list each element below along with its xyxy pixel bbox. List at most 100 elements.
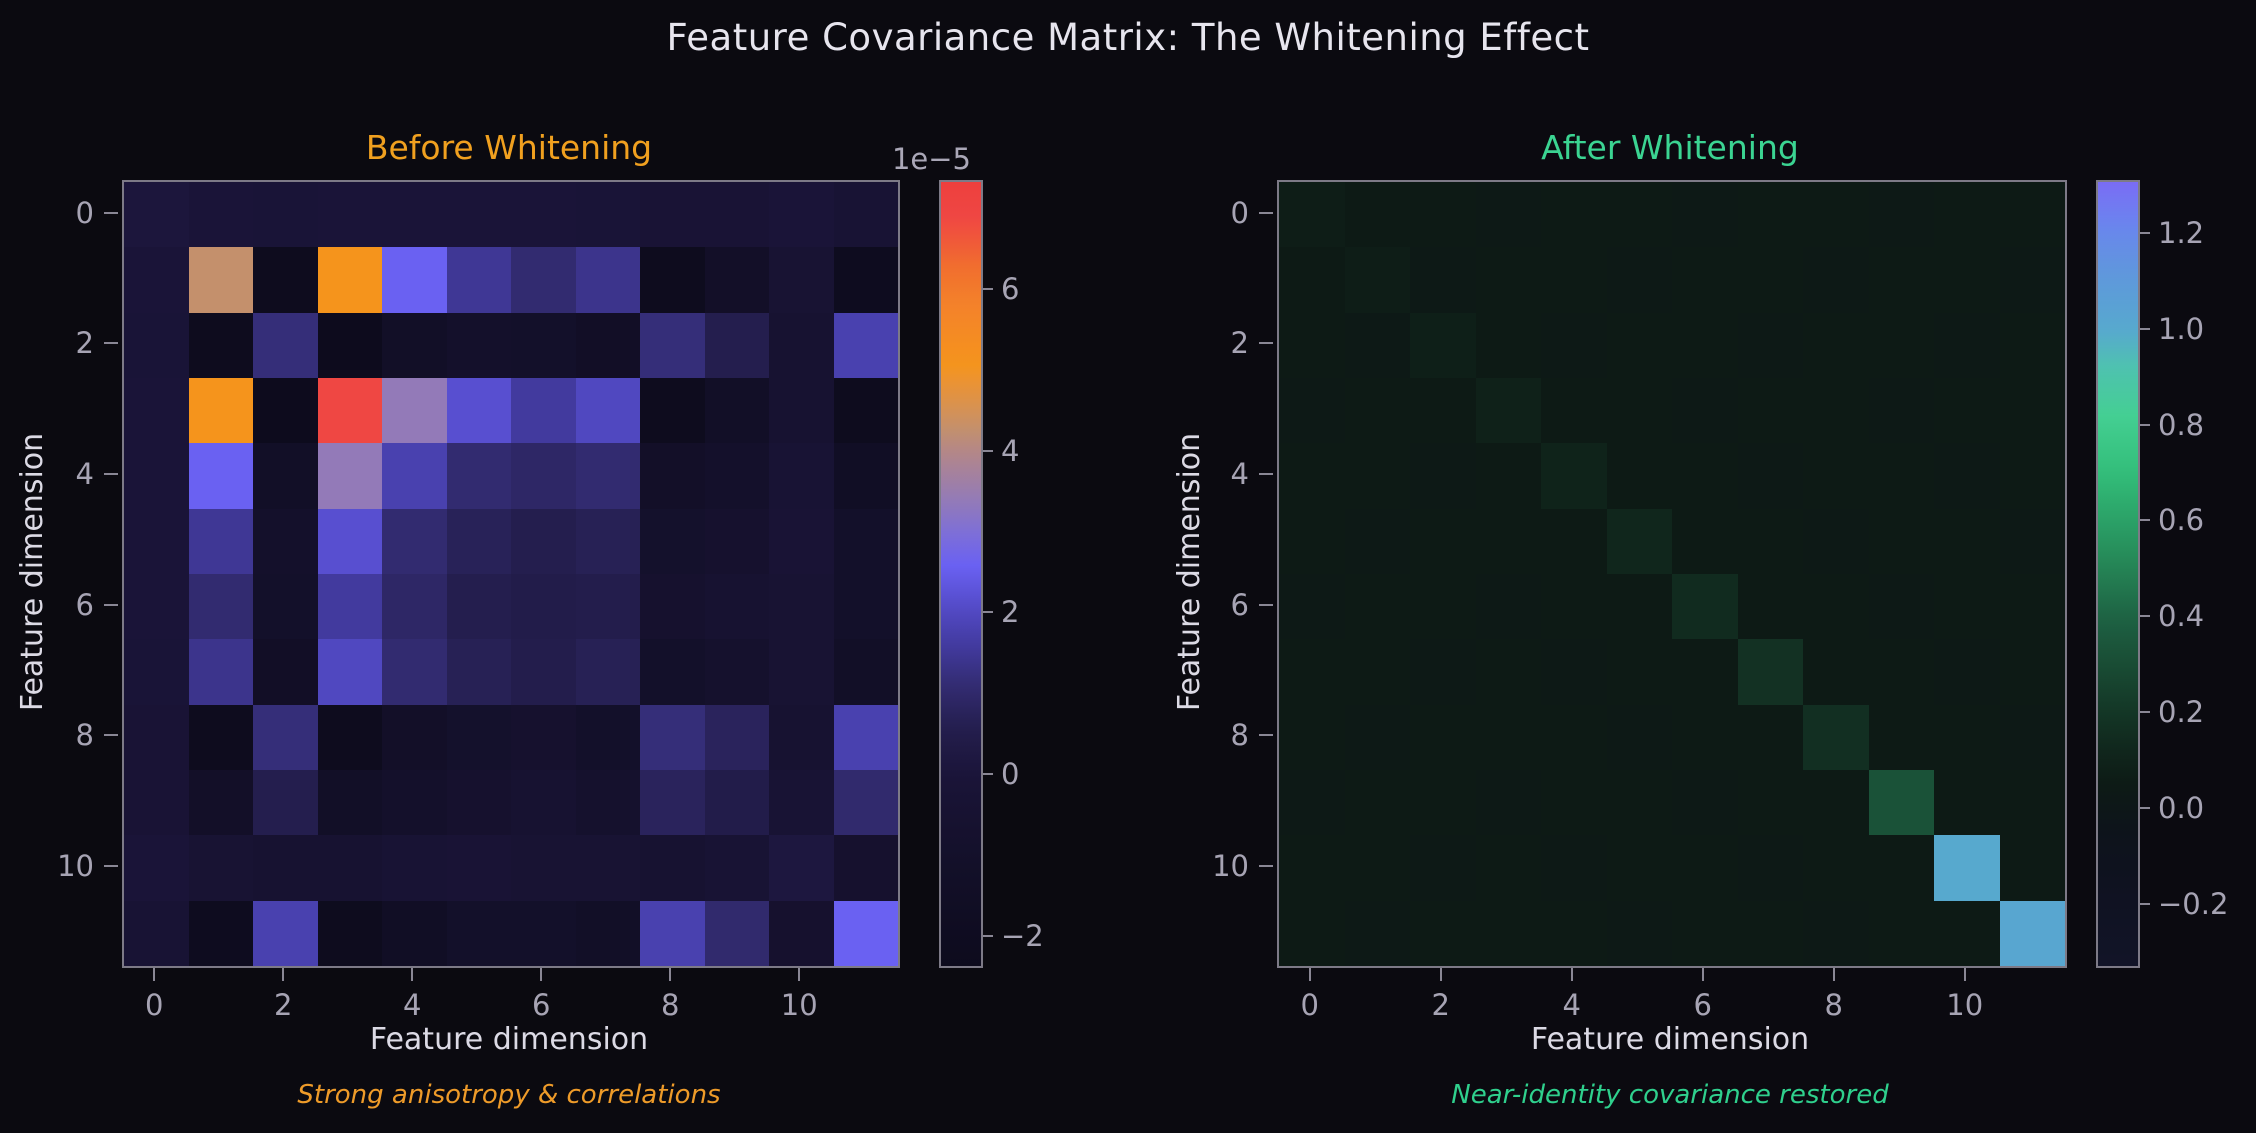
colorbar-tick-label: −0.2 (2158, 887, 2229, 922)
heatmap-cell (253, 247, 318, 313)
heatmap-cell (1410, 312, 1476, 378)
heatmap-cell (188, 574, 253, 640)
heatmap-cell (253, 443, 318, 509)
y-tick-mark (104, 342, 118, 345)
heatmap-cell (1672, 574, 1738, 640)
heatmap-cell (1541, 247, 1607, 313)
heatmap-cell (317, 704, 382, 770)
heatmap-cell (446, 247, 511, 313)
colorbar-tick-label: 1.2 (2158, 215, 2205, 250)
heatmap-cell (1344, 900, 1410, 966)
heatmap-cell (124, 704, 189, 770)
heatmap-cell (704, 312, 769, 378)
heatmap-cell (124, 900, 189, 966)
heatmap-cell (833, 835, 898, 901)
heatmap-cell (188, 770, 253, 836)
heatmap-cell (1868, 247, 1934, 313)
heatmap-cell (1999, 574, 2065, 640)
heatmap-cell (511, 639, 576, 705)
heatmap-cell (188, 312, 253, 378)
heatmap-cell (1541, 182, 1607, 248)
heatmap-cell (1868, 639, 1934, 705)
heatmap-cell (1606, 312, 1672, 378)
heatmap-cell (446, 639, 511, 705)
x-tick-mark (540, 968, 543, 981)
heatmap-cell (704, 770, 769, 836)
y-tick-mark (1259, 734, 1273, 737)
heatmap-cell (1279, 900, 1345, 966)
heatmap-cell (1344, 182, 1410, 248)
heatmap-cell (511, 182, 576, 248)
heatmap-cell (640, 835, 705, 901)
heatmap-cell (640, 247, 705, 313)
x-tick-mark (1832, 968, 1835, 981)
colorbar-tick-mark (983, 773, 993, 776)
heatmap-cell (1475, 704, 1541, 770)
x-tick-mark (669, 968, 672, 981)
heatmap-cell (124, 574, 189, 640)
x-tick-mark (282, 968, 285, 981)
y-tick-mark (104, 865, 118, 867)
heatmap-cell (1606, 247, 1672, 313)
heatmap-cell (640, 312, 705, 378)
y-tick-label: 8 (75, 718, 94, 753)
heatmap-cell (1737, 247, 1803, 313)
heatmap-cell (511, 770, 576, 836)
heatmap-cell (188, 182, 253, 248)
heatmap-cell (1410, 704, 1476, 770)
heatmap-cell (1541, 835, 1607, 901)
heatmap-cell (1475, 378, 1541, 444)
colorbar-tick-mark (2140, 519, 2150, 522)
heatmap-cell (1672, 312, 1738, 378)
x-tick-label: 0 (1300, 988, 1319, 1022)
heatmap-cell (1279, 835, 1345, 901)
heatmap-cell (1606, 639, 1672, 705)
heatmap-cell (1737, 639, 1803, 705)
colorbar-tick-mark (983, 449, 993, 452)
heatmap-cell (1279, 704, 1345, 770)
colorbar-tick-mark (2140, 903, 2150, 906)
heatmap-cell (1475, 312, 1541, 378)
heatmap-cell (575, 574, 640, 640)
heatmap-cell (1606, 182, 1672, 248)
heatmap-cell (317, 835, 382, 901)
heatmap-cell (1868, 770, 1934, 836)
heatmap-cell (1999, 312, 2065, 378)
heatmap-cell (1344, 508, 1410, 574)
heatmap-cell (640, 770, 705, 836)
heatmap-cell (704, 182, 769, 248)
heatmap-cell (1541, 508, 1607, 574)
heatmap-cell (446, 900, 511, 966)
heatmap-cell (317, 182, 382, 248)
heatmap-cell (511, 508, 576, 574)
colorbar-tick-label: −2 (1001, 918, 1044, 953)
heatmap-cell (1999, 704, 2065, 770)
heatmap-cell (124, 443, 189, 509)
heatmap-cell (1541, 378, 1607, 444)
heatmap-cell (1279, 182, 1345, 248)
heatmap-cell (1410, 182, 1476, 248)
colorbar-offset-label: 1e−5 (891, 142, 971, 176)
heatmap-cell (317, 574, 382, 640)
heatmap-cell (1606, 900, 1672, 966)
heatmap-cell (188, 835, 253, 901)
y-tick-label: 4 (75, 457, 94, 491)
heatmap-cell (253, 574, 318, 640)
heatmap-cell (1934, 312, 2000, 378)
colorbar-tick-label: 2 (1001, 595, 1020, 630)
heatmap-cell (1475, 443, 1541, 509)
heatmap-cell (1344, 247, 1410, 313)
heatmap-cell (382, 312, 447, 378)
heatmap-cell (1475, 639, 1541, 705)
heatmap-cell (1606, 443, 1672, 509)
y-tick-mark (1259, 211, 1273, 214)
heatmap-cell (188, 378, 253, 444)
y-tick-label: 0 (75, 195, 94, 230)
heatmap-cell (1999, 443, 2065, 509)
heatmap-cell (1999, 900, 2065, 966)
heatmap-cell (833, 312, 898, 378)
heatmap-cell (640, 639, 705, 705)
annotation-after: Near-identity covariance restored (1451, 1080, 1889, 1110)
heatmap-cell (1999, 182, 2065, 248)
heatmap-cell (1868, 378, 1934, 444)
